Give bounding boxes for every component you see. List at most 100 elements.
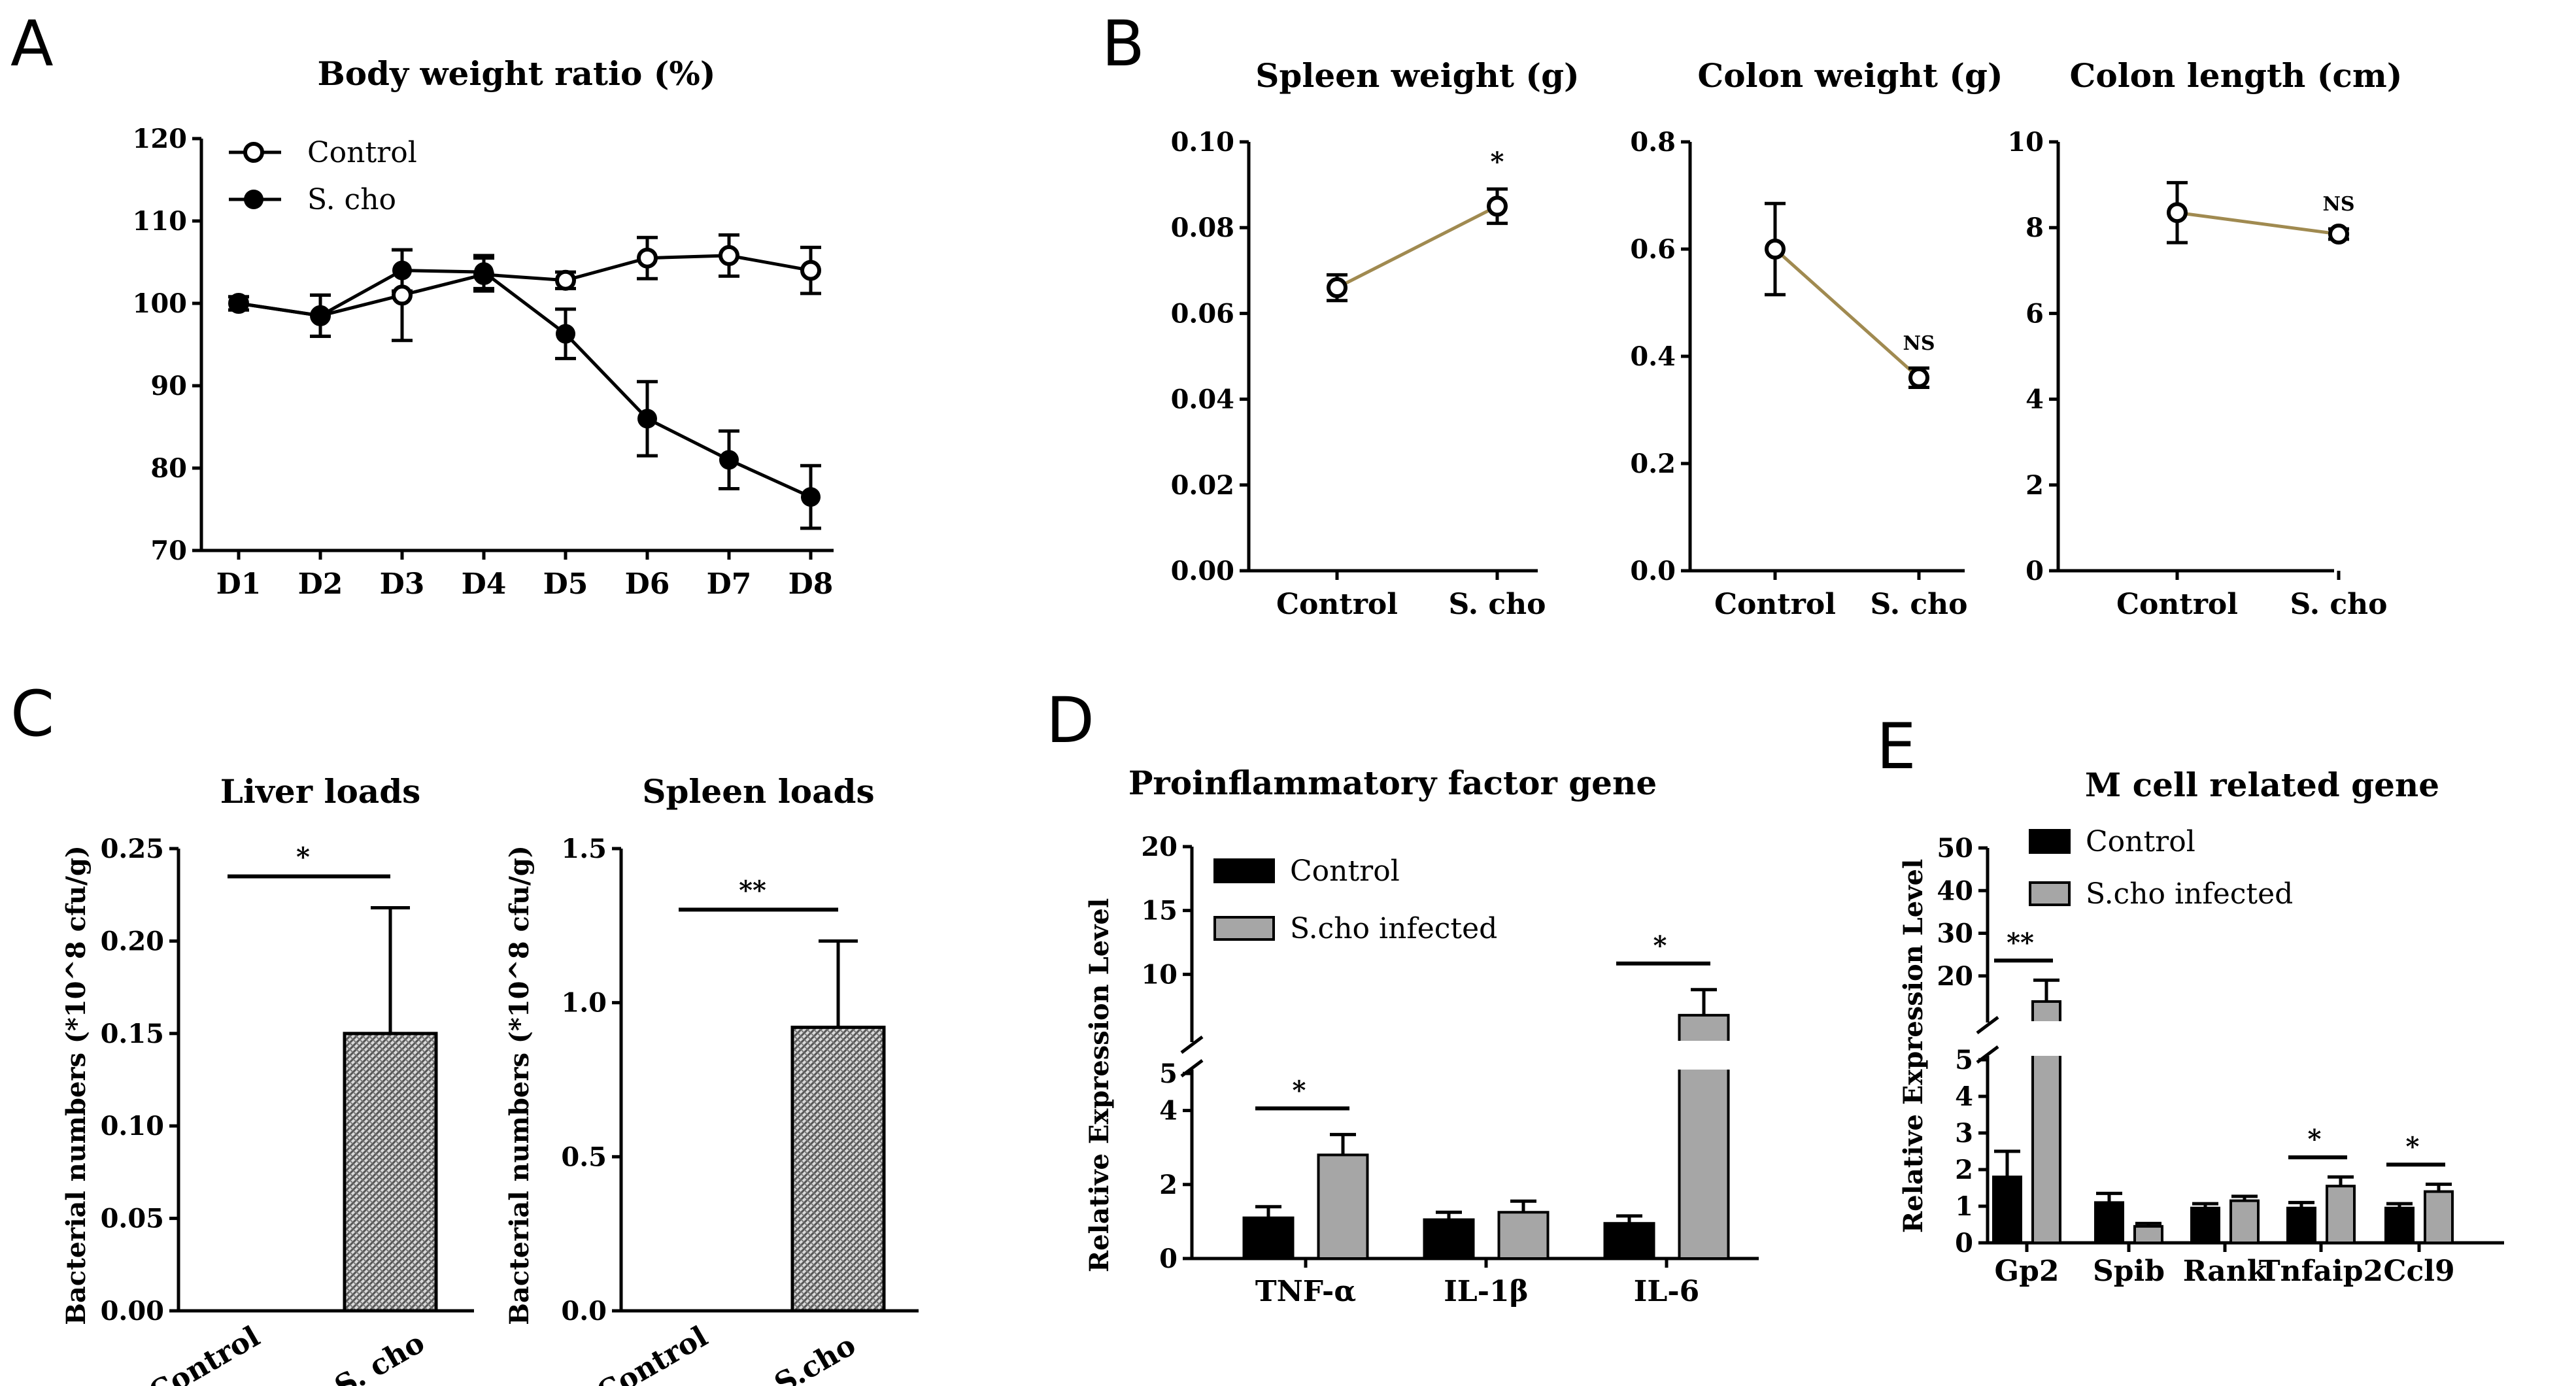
chart-e-ytick-label: 40 xyxy=(1937,875,1973,906)
chart-b2-xtick-label: Control xyxy=(1714,588,1836,621)
panel-label-b: B xyxy=(1102,7,1145,80)
chart-b3-line xyxy=(2177,211,2339,236)
chart-e-xtick-label: Tnfaip2 xyxy=(2259,1255,2383,1288)
chart-b1: Spleen weight (g) 0.00 0.02 0.04 0.06 0.08 0.1… xyxy=(1171,56,1580,621)
chart-e-bar-infected xyxy=(2326,1185,2356,1244)
chart-b1-significance: * xyxy=(1491,146,1504,177)
chart-e-ytick-label: 50 xyxy=(1937,833,1973,864)
panel-label-d: D xyxy=(1046,684,1094,757)
chart-c2-ytick-label: 0.0 xyxy=(561,1296,607,1327)
chart-a-legend-label: Control xyxy=(307,136,417,169)
chart-e-legend-swatch xyxy=(2029,829,2071,854)
chart-c2-ytick-label: 1.0 xyxy=(561,988,607,1019)
chart-e-ylabel: Relative Expression Level xyxy=(1898,859,1929,1233)
chart-b1-ytick-label: 0.06 xyxy=(1171,298,1234,329)
chart-c1-ytick-label: 0.15 xyxy=(101,1019,164,1049)
chart-d-bar-control xyxy=(1242,1216,1295,1260)
chart-c2: Spleen loads 0.0 0.5 1.0 1.5 Bacterial number… xyxy=(504,772,919,1386)
panel-label-c: C xyxy=(10,677,54,751)
chart-b2-xtick-label: S. cho xyxy=(1871,588,1968,621)
chart-d-legend-label: Control xyxy=(1290,854,1400,888)
chart-a-point-scho xyxy=(311,305,330,326)
chart-b1-ytick-label: 0.10 xyxy=(1171,127,1234,158)
chart-e-break-mark xyxy=(1976,1016,1999,1034)
chart-b3-significance: NS xyxy=(2322,193,2354,216)
chart-c1-bar-scho xyxy=(343,1032,438,1313)
chart-e-ytick-label: 2 xyxy=(1955,1155,1973,1185)
chart-b3-ytick-label: 10 xyxy=(2007,127,2044,158)
chart-e-xtick-label: Ccl9 xyxy=(2383,1255,2454,1288)
chart-a-xtick-label: D4 xyxy=(462,567,507,601)
chart-a-point-scho xyxy=(392,260,412,280)
chart-c1-ytick-label: 0.10 xyxy=(101,1111,164,1141)
chart-a-ytick-label: 90 xyxy=(150,371,187,401)
chart-b2-ytick-label: 0.6 xyxy=(1630,234,1676,265)
chart-d-ylabel: Relative Expression Level xyxy=(1084,898,1115,1272)
chart-c2-ytick-label: 1.5 xyxy=(561,834,607,864)
chart-c1-ytick-label: 0.00 xyxy=(101,1296,164,1327)
chart-b2-ytick-label: 0.8 xyxy=(1630,127,1676,158)
chart-e-bar-control xyxy=(2094,1201,2124,1245)
chart-b3-ytick-label: 8 xyxy=(2025,212,2044,243)
chart-d-xtick-label: TNF-α xyxy=(1255,1275,1356,1308)
chart-a-point-control xyxy=(800,260,821,281)
chart-a-xtick-label: D1 xyxy=(216,567,262,601)
chart-b1-line xyxy=(1336,205,1499,290)
chart-c2-bar-control xyxy=(634,1310,726,1311)
chart-d-legend-swatch xyxy=(1213,858,1275,883)
chart-c2-ylabel: Bacterial numbers (*10^8 cfu/g) xyxy=(504,845,535,1325)
chart-d-legend-label: S.cho infected xyxy=(1290,912,1497,945)
chart-b1-point xyxy=(1487,195,1508,217)
chart-c2-significance: ** xyxy=(739,875,766,905)
chart-d-ytick-label: 0 xyxy=(1159,1243,1178,1274)
chart-c1-xtick-label: Control xyxy=(143,1320,265,1386)
chart-b3-xtick-label: Control xyxy=(2116,588,2238,621)
chart-b1-point xyxy=(1327,277,1347,299)
chart-b2-title: Colon weight (g) xyxy=(1697,56,2003,95)
chart-b1-ytick-label: 0.02 xyxy=(1171,470,1234,501)
chart-e-ytick-label: 20 xyxy=(1937,961,1973,992)
chart-b1-xtick-label: Control xyxy=(1276,588,1398,621)
chart-e-ytick-label: 1 xyxy=(1955,1191,1973,1222)
chart-a-xtick-label: D8 xyxy=(788,567,834,601)
chart-a-legend-label: S. cho xyxy=(307,183,396,216)
chart-e-significance: * xyxy=(2308,1124,2322,1155)
chart-d-ytick-label: 15 xyxy=(1141,896,1178,926)
chart-c1-ytick-label: 0.20 xyxy=(101,926,164,956)
chart-d-ytick-label: 20 xyxy=(1141,832,1178,862)
chart-a-point-scho xyxy=(719,450,739,470)
chart-e-bar-infected xyxy=(2133,1225,2163,1245)
chart-a-xtick-label: D7 xyxy=(707,567,752,601)
chart-d-ytick-label: 4 xyxy=(1159,1096,1178,1126)
chart-d-ytick-label: 10 xyxy=(1141,959,1178,990)
chart-c1: Liver loads 0.00 0.05 0.10 0.15 0.20 0.25 Bacte… xyxy=(61,772,474,1386)
chart-b1-xtick-label: S. cho xyxy=(1449,588,1546,621)
chart-a-legend-marker xyxy=(243,142,264,163)
chart-b1-ytick-label: 0.00 xyxy=(1171,556,1234,586)
chart-c2-xtick-label: Control xyxy=(591,1320,713,1386)
chart-d-legend-swatch xyxy=(1213,916,1275,941)
chart-a-xtick-label: D5 xyxy=(543,567,588,601)
chart-c1-ylabel: Bacterial numbers (*10^8 cfu/g) xyxy=(61,845,92,1325)
chart-e-legend-label: Control xyxy=(2086,825,2195,858)
chart-d-ytick-label: 5 xyxy=(1159,1058,1178,1089)
chart-b3-ytick-label: 2 xyxy=(2025,470,2044,501)
chart-a-ytick-label: 110 xyxy=(133,206,188,237)
chart-e-ytick-label: 0 xyxy=(1955,1228,1973,1259)
chart-b2-significance: NS xyxy=(1903,332,1935,355)
chart-b3-title: Colon length (cm) xyxy=(2070,56,2403,95)
chart-b2: Colon weight (g) 0.0 0.2 0.4 0.6 0.8 Control S.… xyxy=(1630,56,2003,621)
chart-a-xtick-label: D3 xyxy=(380,567,425,601)
chart-c1-title: Liver loads xyxy=(220,772,421,811)
chart-b3-point xyxy=(2328,224,2349,245)
chart-e-legend-swatch xyxy=(2029,881,2071,906)
chart-a-point-control xyxy=(637,247,658,269)
chart-a-point-scho xyxy=(556,324,575,344)
chart-d-title: Proinflammatory factor gene xyxy=(1128,764,1657,802)
chart-a-point-scho xyxy=(801,487,821,507)
chart-a-point-control xyxy=(392,284,413,306)
chart-e-legend-label: S.cho infected xyxy=(2086,877,2293,911)
chart-e-ytick-label: 3 xyxy=(1955,1118,1973,1149)
